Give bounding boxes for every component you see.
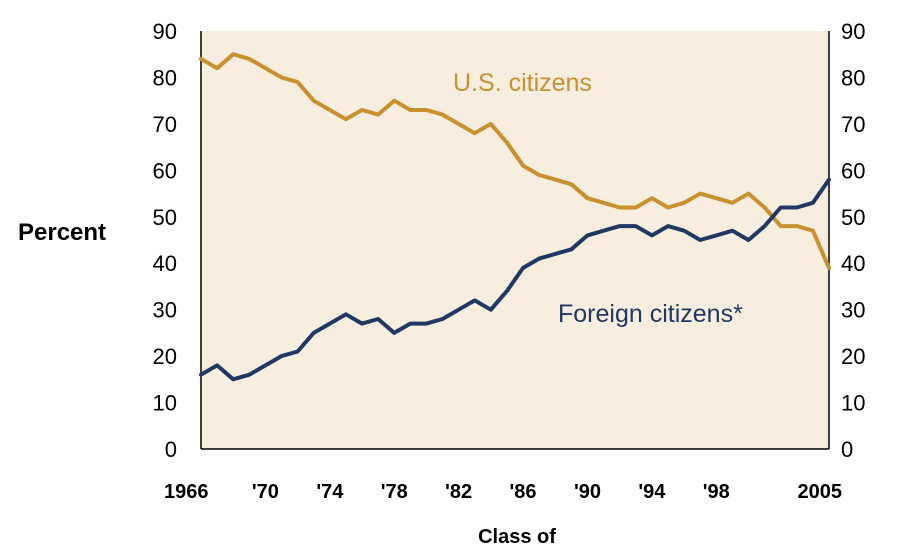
series-labels: U.S. citizens Foreign citizens* [453, 69, 743, 328]
x-tick-label: '82 [445, 481, 472, 503]
series-label-0: U.S. citizens [453, 69, 592, 97]
y-axis-left: 0 10 20 30 40 50 60 70 80 90 [153, 19, 202, 462]
x-tick-label: '98 [703, 481, 730, 503]
x-tick-label: '94 [638, 481, 666, 503]
y-tick-label-right: 80 [841, 65, 865, 90]
plot-area [201, 31, 829, 449]
series-line-1 [199, 177, 831, 382]
series-line-0 [199, 52, 831, 270]
x-tick-label: 2005 [798, 481, 843, 503]
x-axis-title: Class of [478, 526, 556, 548]
y-tick-label-right: 0 [841, 437, 853, 462]
y-tick-label-left: 40 [153, 251, 177, 276]
y-tick-label-right: 60 [841, 158, 865, 183]
y-tick-label-left: 20 [153, 344, 177, 369]
x-tick-label: '86 [510, 481, 537, 503]
x-tick-label: 1966 [164, 481, 209, 503]
y-tick-label-right: 30 [841, 298, 865, 323]
x-tick-label: '90 [574, 481, 601, 503]
y-tick-label-right: 70 [841, 112, 865, 137]
y-tick-label-right: 50 [841, 205, 865, 230]
y-tick-label-left: 80 [153, 65, 177, 90]
y-tick-label-left: 60 [153, 158, 177, 183]
y-tick-label-right: 40 [841, 251, 865, 276]
y-axis-right: 0 10 20 30 40 50 60 70 80 90 [828, 19, 865, 462]
x-tick-label: '70 [252, 481, 279, 503]
y-tick-label-right: 90 [841, 19, 865, 44]
series-label-1: Foreign citizens* [558, 300, 743, 328]
x-tick-label: '78 [381, 481, 408, 503]
x-tick-label: '74 [316, 481, 344, 503]
y-tick-label-left: 90 [153, 19, 177, 44]
x-axis: 1966 '70 '74 '78 '82 '86 '90 '94 '98 2005 [164, 448, 843, 503]
y-tick-label-left: 0 [165, 437, 177, 462]
y-tick-label-right: 10 [841, 391, 865, 416]
y-tick-label-left: 50 [153, 205, 177, 230]
y-axis-title: Percent [18, 219, 106, 246]
y-tick-label-left: 30 [153, 298, 177, 323]
series-group [199, 52, 831, 382]
y-tick-label-left: 70 [153, 112, 177, 137]
y-tick-label-right: 20 [841, 344, 865, 369]
y-tick-label-left: 10 [153, 391, 177, 416]
